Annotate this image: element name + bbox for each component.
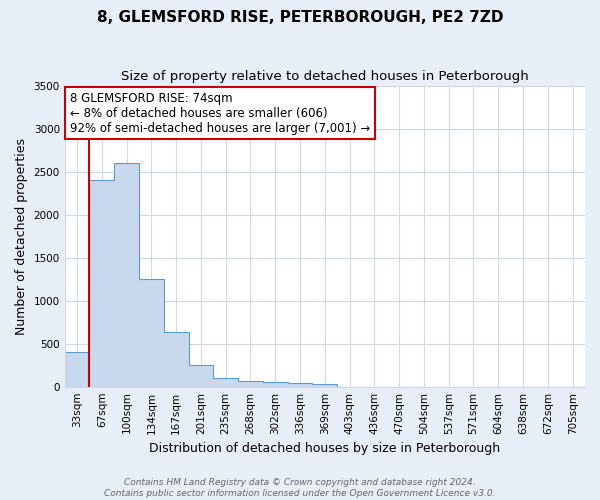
Text: 8 GLEMSFORD RISE: 74sqm
← 8% of detached houses are smaller (606)
92% of semi-de: 8 GLEMSFORD RISE: 74sqm ← 8% of detached…	[70, 92, 370, 134]
Text: Contains HM Land Registry data © Crown copyright and database right 2024.
Contai: Contains HM Land Registry data © Crown c…	[104, 478, 496, 498]
X-axis label: Distribution of detached houses by size in Peterborough: Distribution of detached houses by size …	[149, 442, 500, 455]
Y-axis label: Number of detached properties: Number of detached properties	[15, 138, 28, 334]
Text: 8, GLEMSFORD RISE, PETERBOROUGH, PE2 7ZD: 8, GLEMSFORD RISE, PETERBOROUGH, PE2 7ZD	[97, 10, 503, 25]
Title: Size of property relative to detached houses in Peterborough: Size of property relative to detached ho…	[121, 70, 529, 83]
